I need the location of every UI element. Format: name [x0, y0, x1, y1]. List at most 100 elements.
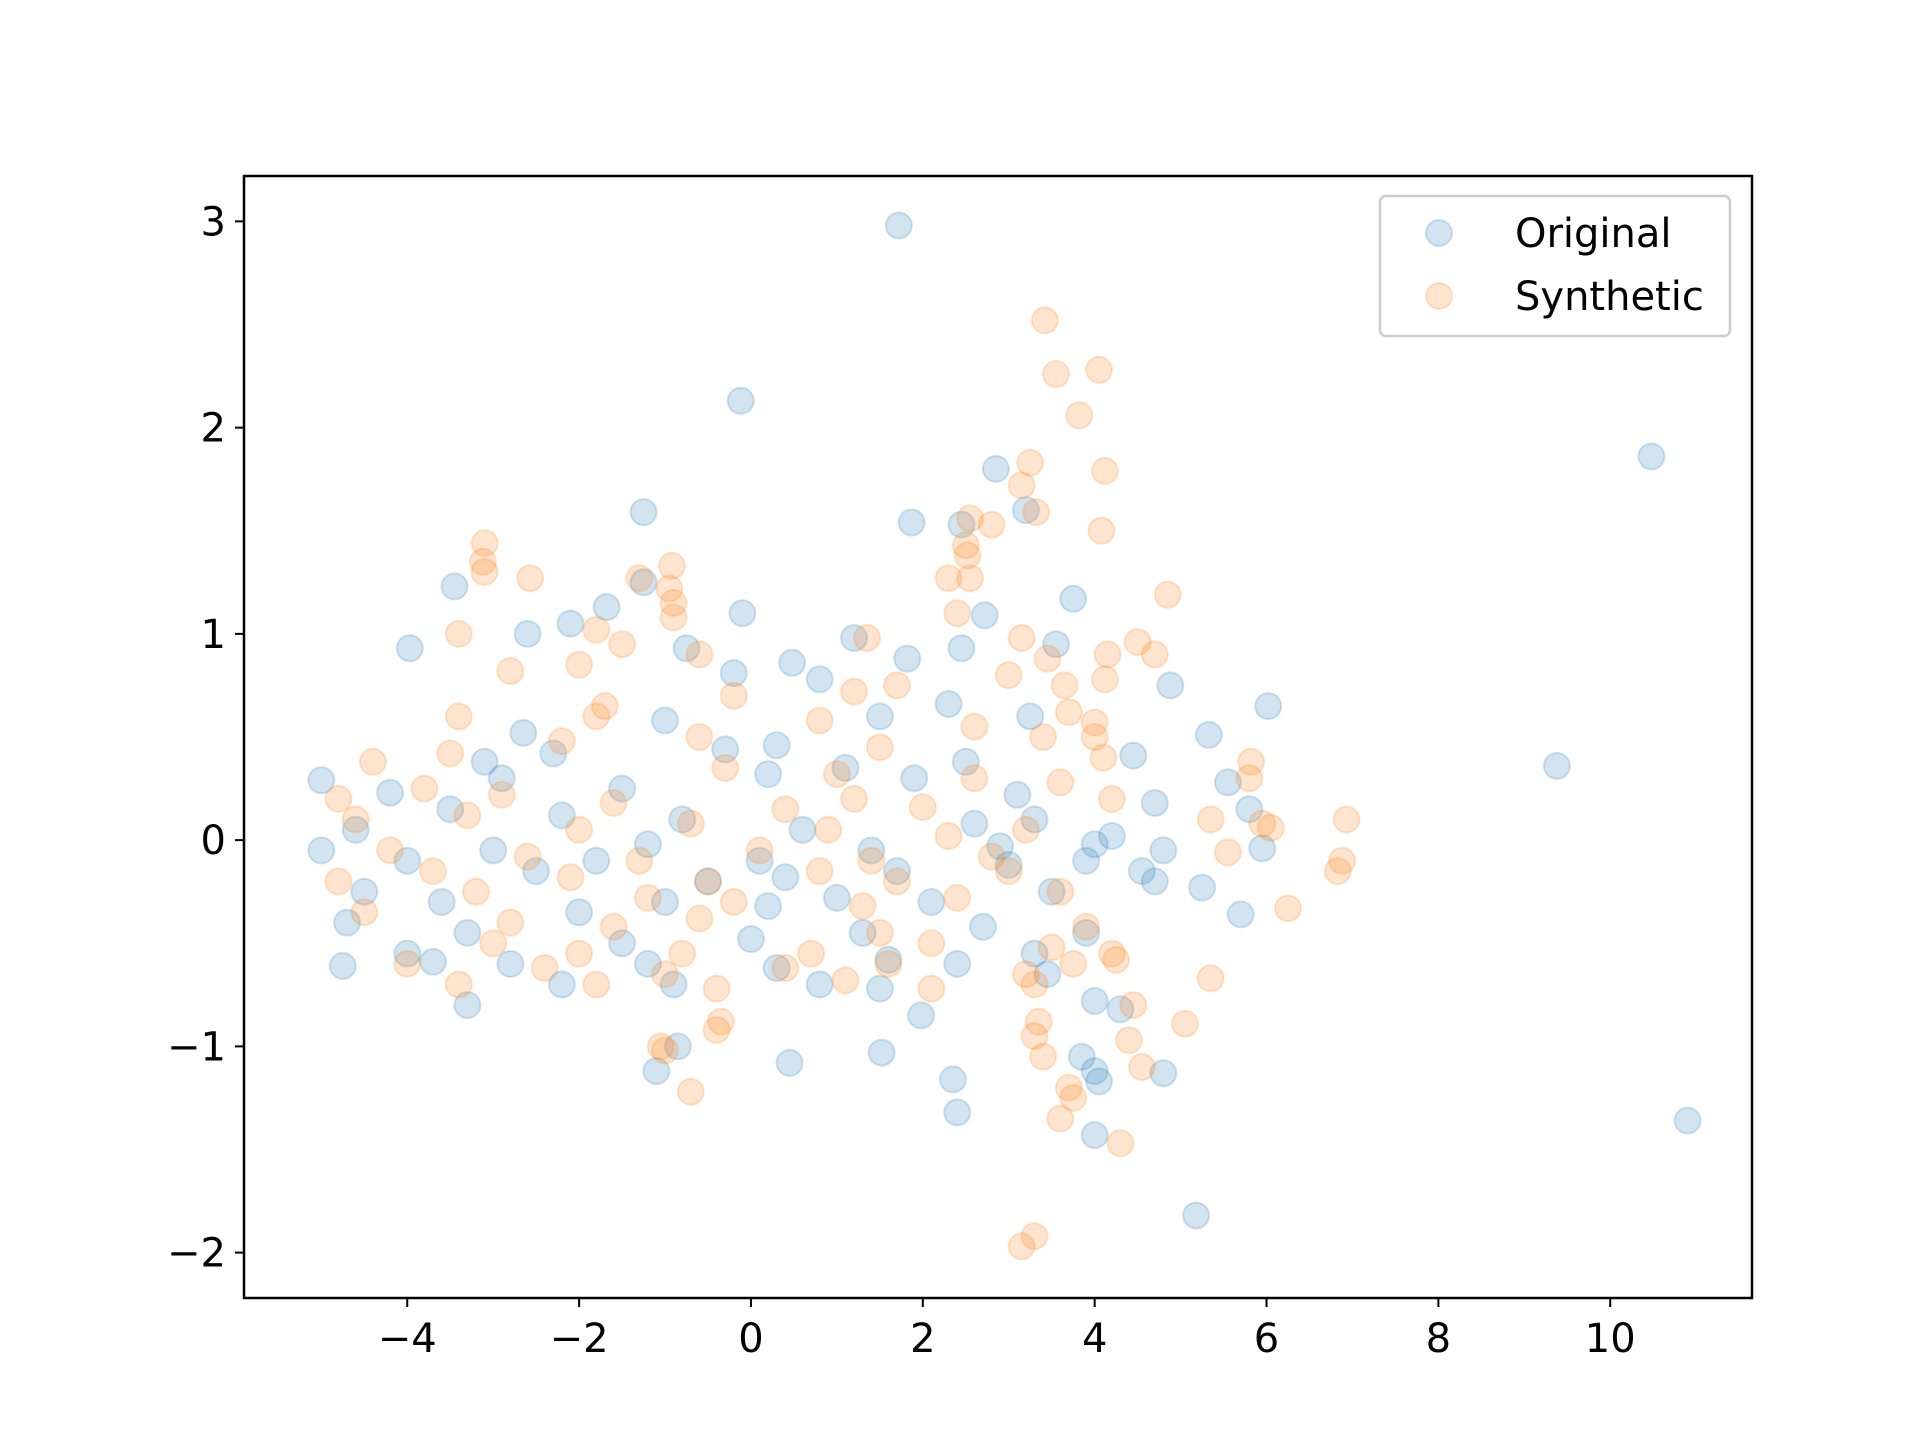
- data-point-synthetic: [530, 954, 559, 982]
- points-layer: [307, 211, 1702, 1261]
- data-point-synthetic: [1097, 939, 1126, 968]
- data-point-synthetic: [1106, 1129, 1135, 1158]
- data-point-original: [547, 970, 576, 999]
- data-point-synthetic: [651, 960, 679, 989]
- data-point-original: [668, 805, 697, 834]
- data-point-synthetic: [1087, 516, 1116, 545]
- data-point-synthetic: [1022, 498, 1051, 527]
- data-point-synthetic: [1065, 401, 1094, 430]
- data-point-synthetic: [951, 531, 980, 560]
- y-tick-label: 0: [201, 818, 226, 864]
- data-point-synthetic: [1046, 768, 1075, 797]
- data-point-synthetic: [960, 764, 989, 793]
- data-point-original: [745, 846, 774, 875]
- data-point-synthetic: [1007, 624, 1036, 652]
- data-point-original: [376, 778, 405, 807]
- data-point-synthetic: [1059, 949, 1088, 978]
- data-point-synthetic: [719, 681, 748, 710]
- data-point-synthetic: [350, 898, 379, 927]
- data-point-synthetic: [1102, 945, 1131, 974]
- data-point-original: [1140, 789, 1169, 817]
- data-point-synthetic: [1054, 698, 1083, 727]
- data-point-synthetic: [814, 815, 843, 844]
- data-point-synthetic: [625, 846, 654, 875]
- data-point-synthetic: [883, 671, 911, 700]
- data-point-original: [1080, 1057, 1109, 1086]
- data-point-synthetic: [324, 867, 353, 896]
- data-point-synthetic: [1029, 1042, 1058, 1071]
- data-point-synthetic: [453, 801, 482, 830]
- data-point-synthetic: [556, 863, 585, 892]
- data-point-synthetic: [1024, 1007, 1053, 1036]
- data-point-synthetic: [676, 1077, 705, 1106]
- data-point-synthetic: [805, 706, 834, 735]
- data-point-synthetic: [1007, 471, 1036, 500]
- data-point-synthetic: [419, 857, 447, 886]
- data-point-synthetic: [771, 954, 800, 982]
- data-point-original: [831, 753, 860, 782]
- data-point-original: [694, 867, 722, 896]
- data-point-original: [513, 619, 542, 648]
- data-point-synthetic: [1196, 805, 1225, 834]
- data-point-synthetic: [1089, 743, 1118, 772]
- data-point-synthetic: [1248, 809, 1277, 838]
- data-point-original: [960, 809, 989, 838]
- data-point-original: [994, 850, 1023, 879]
- data-point-synthetic: [1072, 912, 1101, 941]
- data-point-original: [629, 568, 658, 597]
- data-point-original: [778, 648, 807, 677]
- data-point-synthetic: [324, 784, 353, 813]
- data-point-original: [393, 846, 422, 875]
- data-point-original: [1072, 846, 1101, 875]
- data-point-original: [840, 624, 869, 652]
- data-point-original: [771, 863, 800, 892]
- data-point-synthetic: [1115, 1026, 1143, 1055]
- data-point-synthetic: [1080, 723, 1109, 751]
- data-point-original: [893, 644, 922, 673]
- data-point-synthetic: [1037, 933, 1066, 962]
- y-tick-label: 2: [201, 406, 226, 452]
- data-point-original: [419, 947, 447, 976]
- data-point-original: [522, 857, 551, 886]
- data-point-synthetic: [1059, 1083, 1088, 1112]
- data-point-synthetic: [646, 1032, 675, 1061]
- data-point-synthetic: [840, 677, 869, 706]
- data-point-synthetic: [487, 780, 516, 809]
- data-point-synthetic: [1020, 970, 1049, 999]
- legend-marker-synthetic: [1425, 282, 1453, 310]
- data-point-synthetic: [934, 822, 963, 850]
- data-point-synthetic: [797, 939, 826, 968]
- data-point-synthetic: [599, 789, 628, 817]
- data-point-synthetic: [1029, 723, 1058, 751]
- data-point-synthetic: [956, 564, 985, 593]
- data-point-original: [642, 1057, 671, 1086]
- series-synthetic: [324, 306, 1361, 1261]
- data-point-synthetic: [655, 574, 684, 603]
- data-point-original: [1226, 900, 1255, 929]
- data-point-original: [496, 949, 525, 978]
- data-point-original: [1127, 857, 1156, 886]
- y-tick-label: 1: [201, 612, 226, 658]
- data-point-synthetic: [444, 619, 473, 648]
- data-point-synthetic: [582, 615, 611, 644]
- data-point-original: [651, 706, 679, 735]
- data-point-original: [897, 508, 926, 537]
- data-point-synthetic: [1097, 784, 1126, 813]
- data-point-original: [754, 760, 783, 789]
- data-point-original: [728, 599, 757, 628]
- data-point-synthetic: [1020, 1222, 1049, 1251]
- x-tick-label: 0: [738, 1316, 763, 1362]
- data-point-original: [775, 1048, 804, 1077]
- data-point-original: [970, 601, 999, 630]
- data-point-original: [659, 970, 688, 999]
- data-point-original: [1072, 918, 1101, 947]
- y-tick-label: 3: [201, 199, 226, 245]
- data-point-original: [1156, 671, 1185, 700]
- data-point-original: [663, 1032, 692, 1061]
- data-point-original: [938, 1065, 967, 1094]
- data-point-synthetic: [1091, 456, 1119, 485]
- data-point-original: [1106, 995, 1135, 1024]
- data-point-synthetic: [1030, 306, 1059, 335]
- data-point-synthetic: [917, 974, 946, 1003]
- data-point-original: [1149, 1059, 1178, 1088]
